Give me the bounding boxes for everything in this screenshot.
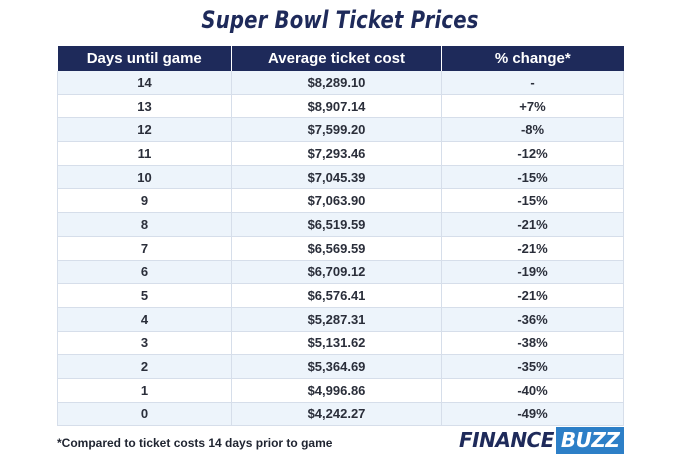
change-cell: - [441, 71, 624, 95]
days-cell: 10 [57, 165, 232, 190]
cost-cell: $4,996.86 [231, 378, 442, 403]
change-cell: -15% [441, 188, 624, 214]
table-row: 5 $6,576.41 -21% [57, 283, 624, 308]
logo-text-finance: FINANCE [459, 428, 554, 452]
change-cell: -40% [441, 378, 624, 403]
days-cell: 5 [57, 283, 232, 308]
cost-cell: $6,576.41 [231, 283, 442, 308]
ticket-price-table: Days until game Average ticket cost % ch… [57, 46, 624, 427]
cost-cell: $6,709.12 [231, 260, 442, 285]
change-cell: -8% [441, 117, 624, 143]
table-row: 9 $7,063.90 -15% [57, 188, 624, 214]
chart-title: Super Bowl Ticket Prices [201, 6, 479, 34]
change-cell: -19% [441, 260, 624, 285]
cost-cell: $7,063.90 [231, 188, 442, 214]
table-body: 14 $8,289.10-13 $8,907.14 +7% 12 $7,599.20 -8%… [57, 71, 624, 427]
table-row: 2 $5,364.69 -35% [57, 354, 624, 379]
cost-cell: $6,519.59 [231, 212, 442, 237]
column-header-days: Days until game [57, 46, 232, 71]
cost-cell: $8,907.14 [231, 94, 442, 119]
change-cell: -49% [441, 402, 624, 427]
days-cell: 0 [57, 402, 232, 427]
days-cell: 3 [57, 331, 232, 356]
footnote: *Compared to ticket costs 14 days prior … [57, 436, 333, 450]
change-cell: -21% [441, 212, 624, 237]
days-cell: 13 [57, 94, 232, 119]
change-cell: -21% [441, 283, 624, 308]
days-cell: 1 [57, 378, 232, 403]
table-row: 7 $6,569.59 -21% [57, 236, 624, 261]
cost-cell: $4,242.27 [231, 402, 442, 427]
days-cell: 2 [57, 354, 232, 379]
cost-cell: $5,131.62 [231, 331, 442, 356]
days-cell: 9 [57, 188, 232, 214]
cost-cell: $8,289.10 [231, 71, 442, 95]
change-cell: -12% [441, 141, 624, 166]
days-cell: 4 [57, 307, 232, 332]
cost-cell: $7,599.20 [231, 117, 442, 143]
days-cell: 12 [57, 117, 232, 143]
change-cell: +7% [441, 94, 624, 119]
table-row: 14 $8,289.10- [57, 71, 624, 95]
cost-cell: $6,569.59 [231, 236, 442, 261]
table-header-row: Days until game Average ticket cost % ch… [57, 46, 624, 71]
column-header-cost: Average ticket cost [231, 46, 442, 71]
cost-cell: $5,364.69 [231, 354, 442, 379]
days-cell: 7 [57, 236, 232, 261]
column-header-change: % change* [441, 46, 624, 71]
table-row: 3 $5,131.62 -38% [57, 331, 624, 356]
table-row: 13 $8,907.14 +7% [57, 94, 624, 119]
table-row: 12 $7,599.20 -8% [57, 117, 624, 143]
financebuzz-logo: FINANCE BUZZ [459, 425, 625, 455]
change-cell: -21% [441, 236, 624, 261]
change-cell: -38% [441, 331, 624, 356]
table-row: 6 $6,709.12 -19% [57, 260, 624, 285]
table-row: 0 $4,242.27 -49% [57, 402, 624, 427]
table-row: 4 $5,287.31 -36% [57, 307, 624, 332]
change-cell: -36% [441, 307, 624, 332]
days-cell: 6 [57, 260, 232, 285]
table-row: 8 $6,519.59 -21% [57, 212, 624, 237]
change-cell: -35% [441, 354, 624, 379]
cost-cell: $7,045.39 [231, 165, 442, 190]
change-cell: -15% [441, 165, 624, 190]
table-row: 10 $7,045.39 -15% [57, 165, 624, 190]
table-row: 1 $4,996.86 -40% [57, 378, 624, 403]
days-cell: 11 [57, 141, 232, 166]
cost-cell: $7,293.46 [231, 141, 442, 166]
days-cell: 8 [57, 212, 232, 237]
logo-text-buzz: BUZZ [555, 426, 625, 454]
days-cell: 14 [57, 71, 232, 95]
table-row: 11 $7,293.46 -12% [57, 141, 624, 166]
cost-cell: $5,287.31 [231, 307, 442, 332]
